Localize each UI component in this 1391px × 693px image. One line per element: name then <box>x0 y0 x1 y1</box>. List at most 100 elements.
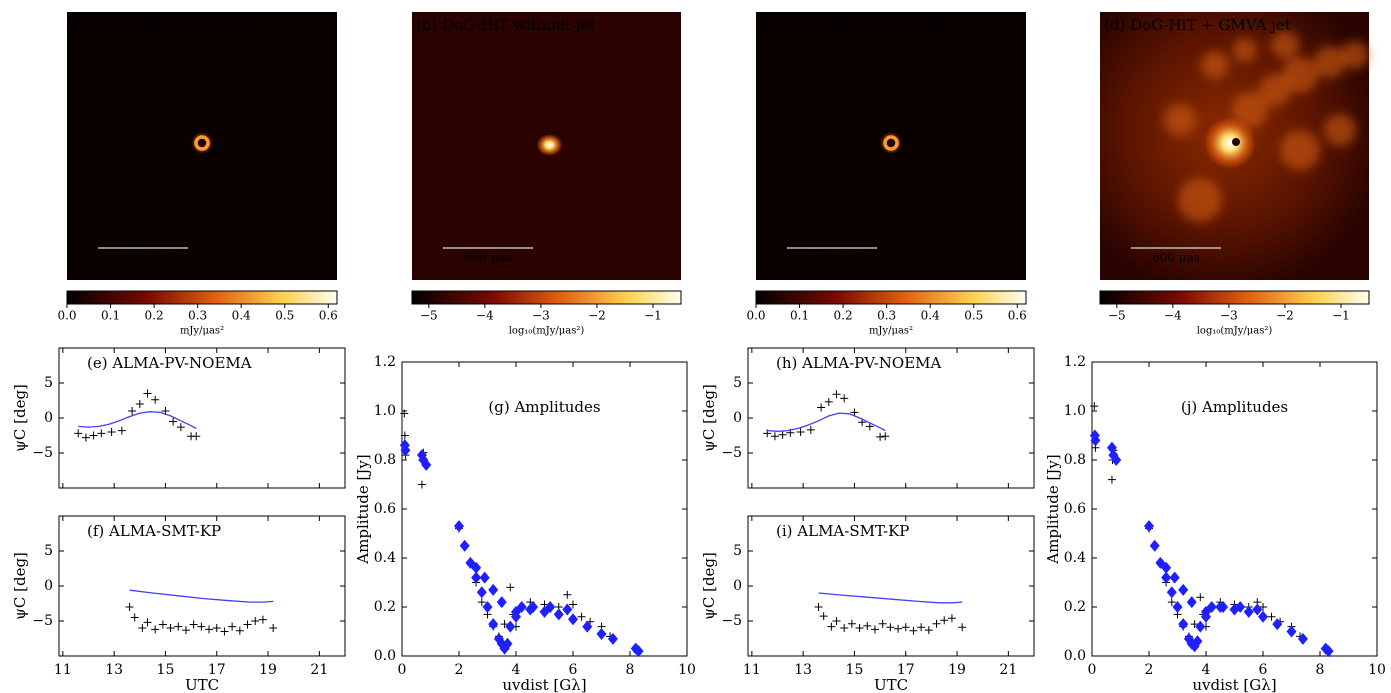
model-point <box>553 608 564 621</box>
x-tick-label: 6 <box>569 662 578 678</box>
model-point <box>459 539 470 552</box>
x-tick-label: 6 <box>1259 662 1268 678</box>
data-point <box>865 422 874 431</box>
data-point <box>796 428 805 436</box>
data-point <box>824 397 833 406</box>
core-glow <box>1204 117 1256 169</box>
data-point <box>500 620 509 629</box>
data-point <box>881 432 890 441</box>
model-point <box>1218 601 1229 613</box>
data-point <box>158 620 167 629</box>
colorbar-tick-label: 0.1 <box>790 309 809 323</box>
data-point <box>130 613 139 622</box>
jet-blob <box>1282 57 1318 93</box>
x-tick-label: 21 <box>999 662 1017 678</box>
panel-title: (b) DoG-HiT without jet <box>416 16 595 34</box>
data-point <box>947 614 956 623</box>
data-point <box>876 432 885 441</box>
colorbar-tick-label: 0.2 <box>834 309 853 323</box>
y-tick-label: 1.2 <box>374 354 396 370</box>
model-point <box>1178 583 1189 596</box>
annotation: (j) Amplitudes <box>1181 398 1288 416</box>
model-point <box>471 561 482 574</box>
x-tick-label: 19 <box>948 662 966 678</box>
colorbar-tick-label: 0.3 <box>877 309 896 323</box>
colorbar-label: log₁₀(mJy/μas²) <box>1197 326 1273 337</box>
jet-blob <box>1164 104 1196 136</box>
data-point <box>228 622 237 631</box>
y-tick-label: 0 <box>733 410 742 426</box>
data-point <box>205 625 214 634</box>
colorbar-tick-label: 0.5 <box>964 309 983 323</box>
data-point <box>847 619 856 628</box>
y-tick-label: 5 <box>44 375 53 391</box>
jet-blob <box>1314 46 1346 78</box>
colorbar-label: log₁₀(mJy/μas²) <box>509 326 585 337</box>
data-point <box>269 624 278 632</box>
colorbar-tick-label: −2 <box>588 309 606 323</box>
data-point <box>894 624 903 633</box>
scale-bar-label: 600 μas <box>464 251 512 265</box>
x-axis-label: uvdist [Gλ] <box>1192 676 1276 693</box>
x-tick-label: 11 <box>54 662 72 678</box>
y-tick-label: 0.2 <box>1064 599 1086 615</box>
data-point <box>166 624 175 632</box>
data-point <box>400 409 409 418</box>
data-point <box>901 623 910 632</box>
x-tick-label: 13 <box>105 662 123 678</box>
data-point <box>770 432 779 441</box>
y-axis-label: Amplitude [Jy] <box>354 454 372 564</box>
y-tick-label: −5 <box>721 445 742 461</box>
model-point <box>476 586 487 599</box>
model-point <box>1206 601 1217 613</box>
x-tick-label: 17 <box>897 662 915 678</box>
model-point <box>454 520 464 533</box>
data-point <box>827 622 836 631</box>
y-tick-label: 0.4 <box>374 550 396 566</box>
colorbar-tick-label: −3 <box>1220 309 1238 323</box>
core-shadow <box>1232 138 1240 146</box>
model-point <box>582 620 593 633</box>
data-point <box>174 622 183 631</box>
colorbar-tick-label: −1 <box>644 309 662 323</box>
colorbar-tick-label: 0.0 <box>57 309 76 323</box>
y-tick-label: 5 <box>733 543 742 559</box>
jet-blob <box>1178 178 1222 222</box>
y-tick-label: 1.0 <box>374 403 396 419</box>
model-point <box>1186 596 1197 609</box>
data-point <box>89 431 98 440</box>
data-point <box>243 620 252 629</box>
jet-blob <box>1271 31 1299 59</box>
data-point <box>258 615 267 624</box>
x-axis-label: UTC <box>185 676 219 693</box>
x-axis-label: uvdist [Gλ] <box>502 676 586 693</box>
x-tick-label: 0 <box>398 662 407 678</box>
colorbar-tick-label: −5 <box>420 309 438 323</box>
y-tick-label: 0 <box>733 578 742 594</box>
data-point <box>850 408 859 417</box>
x-tick-label: 21 <box>310 662 328 678</box>
model-point <box>1149 539 1160 552</box>
data-point <box>806 425 815 434</box>
data-point <box>569 600 577 609</box>
x-tick-label: 11 <box>743 662 761 678</box>
data-point <box>832 617 841 625</box>
data-point <box>932 619 941 628</box>
model-point <box>1178 618 1189 631</box>
model-point <box>516 601 527 613</box>
data-point <box>251 617 260 625</box>
model-point <box>1286 625 1297 638</box>
annotation: (g) Amplitudes <box>488 398 600 416</box>
jet-blobs <box>1164 31 1369 222</box>
jet-blob <box>1341 41 1369 69</box>
panel-title: (a) DoG-HiT without jet <box>71 16 250 34</box>
data-point <box>125 603 134 611</box>
y-axis-label: ψC [deg] <box>11 552 29 620</box>
data-point <box>169 417 178 426</box>
colorbar-tick-label: 0.0 <box>746 309 765 323</box>
model-point <box>1243 605 1254 618</box>
x-tick-label: 10 <box>1368 662 1386 678</box>
data-point <box>151 625 160 634</box>
jet-blob <box>1201 51 1229 79</box>
data-point <box>197 622 206 631</box>
